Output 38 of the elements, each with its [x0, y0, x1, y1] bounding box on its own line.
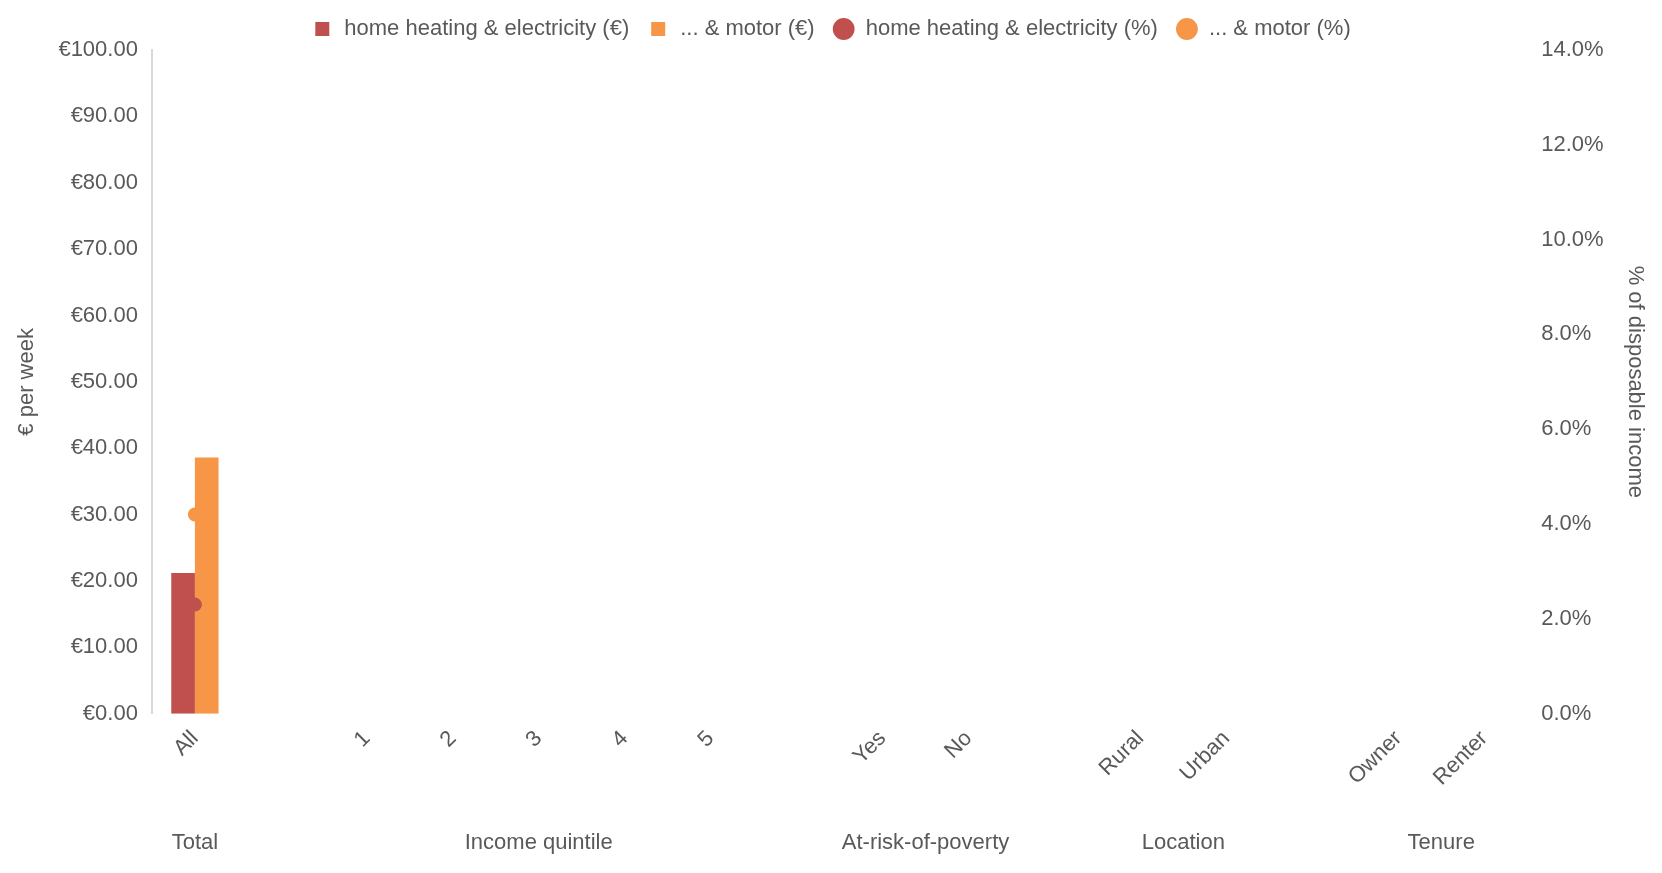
y2-axis-title: % of disposable income: [1623, 265, 1649, 498]
y-tick-label: €90.00: [70, 102, 138, 128]
text: At-risk-of-poverty: [841, 829, 1010, 855]
x-tick-label: 5: [692, 725, 719, 752]
x-tick-label: All: [167, 725, 203, 761]
legend-label: ... & motor (€): [680, 15, 815, 41]
y2-tick-label: 4.0%: [1541, 510, 1592, 536]
y-tick-label: €20.00: [70, 566, 138, 592]
y-tick-label: €0.00: [82, 699, 138, 725]
y2-tick-label: 0.0%: [1541, 699, 1592, 725]
text: Income quintile: [464, 829, 613, 855]
y2-tick-label: 8.0%: [1541, 320, 1592, 346]
text: Tenure: [1407, 829, 1475, 855]
y2-tick-label: 6.0%: [1541, 415, 1592, 441]
y-axis-title: € per week: [13, 327, 39, 436]
text: Location: [1141, 829, 1225, 855]
text: Total: [171, 829, 219, 855]
x-tick-label: Yes: [847, 725, 891, 769]
y-tick-label: €50.00: [70, 367, 138, 393]
x-tick-label: No: [938, 725, 977, 763]
x-tick-label: 2: [434, 725, 461, 752]
legend-label: home heating & electricity (%): [865, 15, 1158, 41]
y2-tick-label: 10.0%: [1541, 225, 1604, 251]
legend-label: home heating & electricity (€): [344, 15, 630, 41]
y-tick-label: €60.00: [70, 301, 138, 327]
x-tick-label: 4: [606, 725, 633, 752]
x-tick-label: 1: [348, 725, 375, 752]
y2-tick-label: 2.0%: [1541, 604, 1592, 630]
y2-tick-label: 14.0%: [1541, 36, 1604, 62]
y2-tick-label: 12.0%: [1541, 130, 1604, 156]
legend-label: ... & motor (%): [1208, 15, 1351, 41]
y-tick-label: €80.00: [70, 168, 138, 194]
y-tick-label: €30.00: [70, 500, 138, 526]
x-tick-label: 3: [520, 725, 547, 752]
y-tick-label: €10.00: [70, 633, 138, 659]
y-tick-label: €70.00: [70, 235, 138, 261]
y-tick-label: €100.00: [58, 36, 138, 62]
y-tick-label: €40.00: [70, 434, 138, 460]
